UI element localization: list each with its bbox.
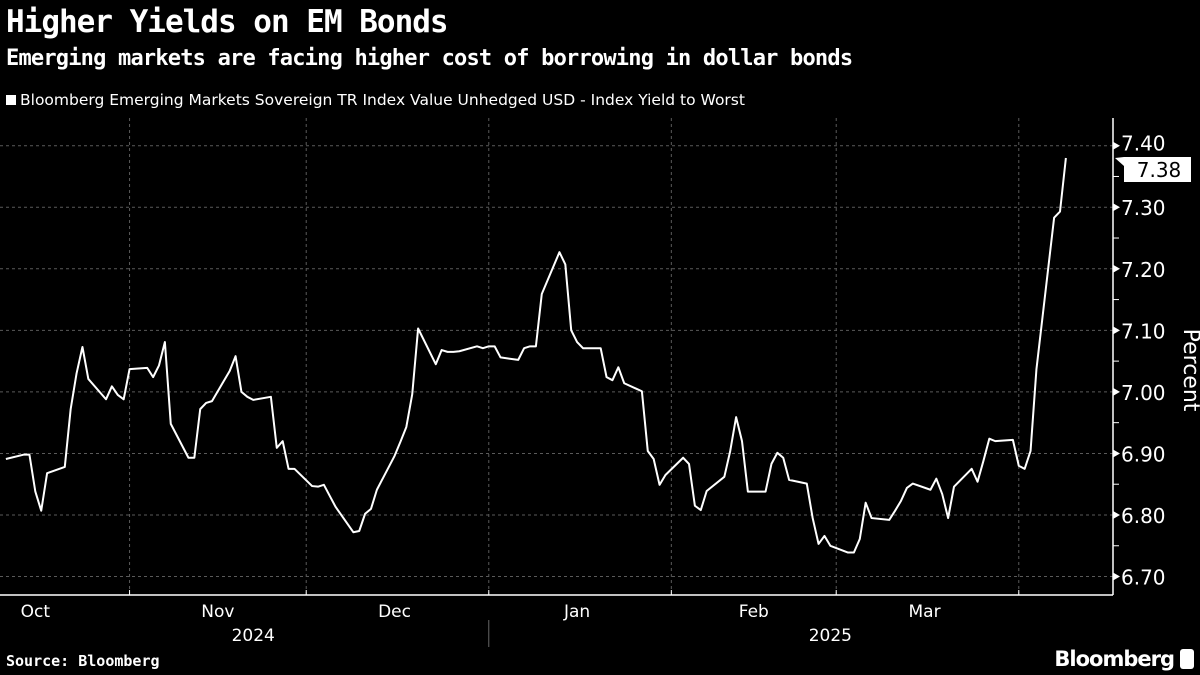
legend: Bloomberg Emerging Markets Sovereign TR … xyxy=(6,91,745,109)
year-label: 2024 xyxy=(232,626,275,646)
bloomberg-logo: Bloomberg xyxy=(1054,647,1194,671)
series-line xyxy=(5,157,1067,554)
year-label: 2025 xyxy=(809,626,852,646)
y-tick-label: 7.30 xyxy=(1121,196,1166,220)
chart-title: Higher Yields on EM Bonds xyxy=(6,4,449,40)
x-tick-label: Dec xyxy=(378,602,411,622)
y-tick-label: 6.70 xyxy=(1121,566,1166,590)
y-tick xyxy=(1113,141,1120,150)
y-tick xyxy=(1113,203,1120,212)
x-tick-label: Feb xyxy=(739,602,769,622)
y-tick-label: 7.10 xyxy=(1121,319,1166,343)
y-axis-label: Percent xyxy=(1178,329,1200,412)
last-value-label: 7.38 xyxy=(1137,158,1182,182)
y-tick xyxy=(1113,510,1120,519)
y-tick-label: 7.20 xyxy=(1121,258,1166,282)
y-tick-label: 7.40 xyxy=(1121,132,1166,156)
y-tick-label: 6.90 xyxy=(1121,442,1166,466)
y-tick xyxy=(1113,387,1120,396)
x-tick-label: Mar xyxy=(909,602,941,622)
x-tick-label: Nov xyxy=(201,602,234,622)
y-tick xyxy=(1113,572,1120,581)
logo-text: Bloomberg xyxy=(1054,647,1175,671)
y-tick xyxy=(1113,264,1120,273)
x-tick-label: Jan xyxy=(563,602,590,622)
chart-subtitle: Emerging markets are facing higher cost … xyxy=(6,46,853,71)
bloomberg-mark-icon xyxy=(1180,649,1194,669)
y-tick xyxy=(1113,449,1120,458)
y-tick xyxy=(1113,326,1120,335)
y-tick-label: 6.80 xyxy=(1121,504,1166,528)
source-note: Source: Bloomberg xyxy=(6,652,160,670)
legend-swatch xyxy=(6,95,16,105)
x-tick-label: Oct xyxy=(21,602,51,622)
y-tick-label: 7.00 xyxy=(1121,381,1166,405)
legend-label: Bloomberg Emerging Markets Sovereign TR … xyxy=(20,91,745,109)
last-value-badge xyxy=(1115,157,1191,183)
